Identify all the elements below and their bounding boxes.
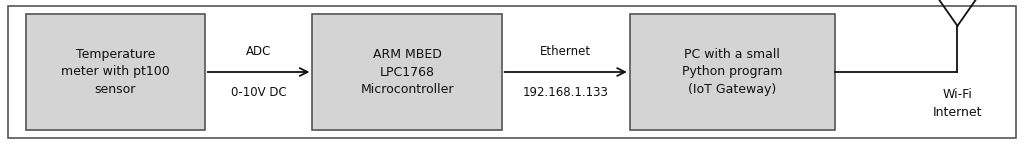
Text: 192.168.1.133: 192.168.1.133 [523,86,608,99]
Text: Temperature
meter with pt100
sensor: Temperature meter with pt100 sensor [60,48,170,96]
Text: PC with a small
Python program
(IoT Gateway): PC with a small Python program (IoT Gate… [682,48,782,96]
Bar [312,14,502,130]
Bar [26,14,205,130]
Text: 0-10V DC: 0-10V DC [230,86,287,99]
Text: Ethernet: Ethernet [541,45,591,58]
Text: Wi-Fi
Internet: Wi-Fi Internet [933,88,982,119]
Text: ADC: ADC [246,45,271,58]
Text: ARM MBED
LPC1768
Microcontroller: ARM MBED LPC1768 Microcontroller [360,48,454,96]
Bar [630,14,835,130]
